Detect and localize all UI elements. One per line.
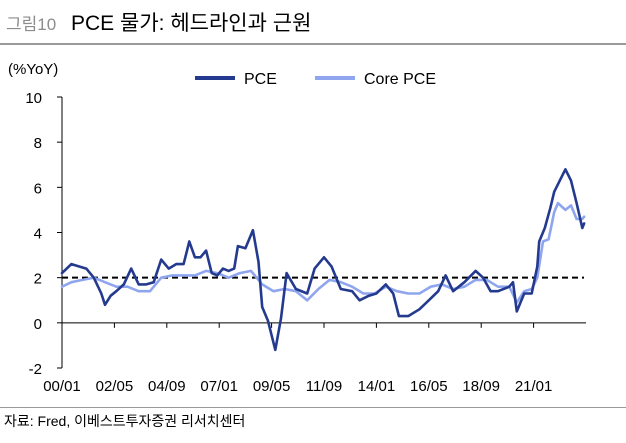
y-tick-label: 0 — [34, 316, 42, 333]
x-tick-label: 11/09 — [306, 378, 342, 395]
source-note: 자료: Fred, 이베스트투자증권 리서치센터 — [4, 413, 246, 429]
figure-title: PCE 물가: 헤드라인과 근원 — [71, 12, 312, 35]
y-tick-label: 2 — [34, 271, 42, 288]
figure-number: 그림10 — [6, 15, 57, 34]
footer-rule — [0, 407, 626, 408]
x-tick-label: 02/05 — [96, 378, 134, 395]
x-tick-label: 18/09 — [462, 378, 500, 395]
y-tick-label: 10 — [25, 90, 42, 107]
series-line-pce — [60, 168, 586, 352]
x-tick-label: 09/05 — [253, 378, 291, 395]
y-tick-label: 8 — [34, 135, 42, 152]
x-tick-label: 00/01 — [43, 378, 81, 395]
legend-label-core-pce: Core PCE — [364, 71, 436, 88]
x-tick-label: 04/09 — [148, 378, 186, 395]
x-tick-label: 21/01 — [515, 378, 553, 395]
y-tick-label: -2 — [29, 361, 42, 378]
y-tick-label: 6 — [34, 180, 42, 197]
unit-label: (%YoY) — [8, 61, 58, 78]
axes: -2 0 2 4 6 8 10 00/01 02/05 04/09 07/01 09/05 11/09 1… — [25, 90, 586, 395]
series-line-core-pce — [60, 201, 586, 304]
figure-header: 그림10 PCE 물가: 헤드라인과 근원 — [0, 0, 626, 43]
header-rule — [0, 43, 626, 45]
legend-label-pce: PCE — [244, 71, 277, 88]
x-tick-label: 16/05 — [410, 378, 448, 395]
pce-line-chart: (%YoY) PCE Core PCE -2 0 2 4 6 8 10 00/01 02/05 0… — [8, 61, 586, 395]
y-tick-label: 4 — [34, 226, 42, 243]
plot-area — [60, 168, 586, 352]
x-tick-label: 07/01 — [200, 378, 238, 395]
x-tick-label: 14/01 — [358, 378, 396, 395]
legend: PCE Core PCE — [195, 71, 436, 88]
